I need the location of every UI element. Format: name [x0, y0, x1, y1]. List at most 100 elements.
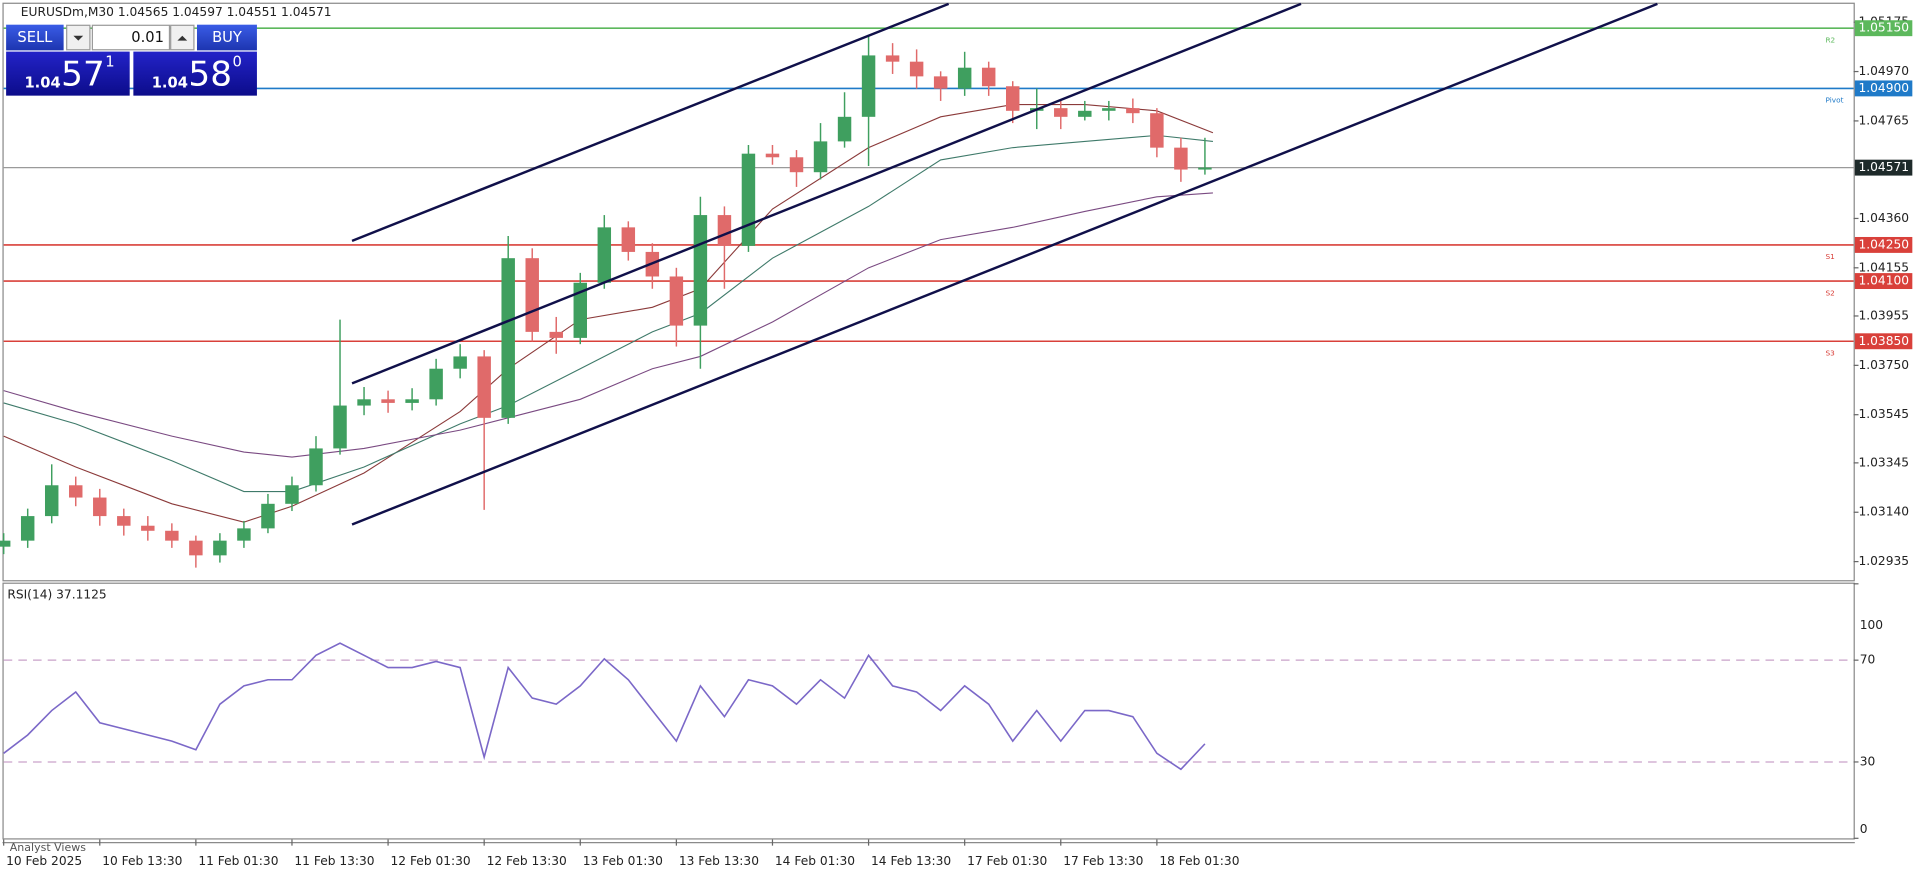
candle-body: [933, 76, 948, 89]
candle-body: [189, 540, 203, 556]
candle-body: [0, 540, 11, 547]
rsi-panel: [2, 582, 1855, 840]
candle-body: [573, 282, 588, 338]
x-tick-label: 10 Feb 2025: [6, 854, 82, 868]
candle-body: [501, 258, 515, 418]
y-tick-label: 1.04970: [1858, 64, 1909, 78]
candle-body: [213, 540, 227, 556]
candle-body: [141, 525, 155, 531]
candle-body: [717, 215, 732, 246]
moving-average: [3, 103, 1214, 523]
candle-body: [285, 485, 299, 504]
rsi-line: [3, 642, 1206, 771]
lot-value: 0.01: [131, 29, 164, 46]
y-tick-label: 1.03955: [1858, 308, 1909, 322]
y-tick-label: 0: [1860, 822, 1868, 836]
candle-body: [1078, 110, 1092, 117]
chart-title: EURUSDm,M30 1.04565 1.04597 1.04551 1.04…: [21, 5, 332, 19]
level-name: S3: [1825, 348, 1835, 357]
candle-body: [237, 528, 251, 541]
level-tag: [1854, 20, 1913, 37]
bid-box[interactable]: [6, 51, 130, 96]
x-tick-label: 11 Feb 01:30: [198, 854, 278, 868]
candle-body: [885, 55, 900, 62]
x-tick-label: 11 Feb 13:30: [294, 854, 374, 868]
candle-body: [741, 153, 756, 246]
candle-body: [381, 399, 395, 403]
y-tick-label: 1.03140: [1858, 505, 1909, 519]
candle-body: [44, 485, 59, 517]
x-tick-label: 12 Feb 13:30: [487, 854, 567, 868]
candle-body: [813, 141, 828, 173]
candle-body: [429, 368, 443, 400]
candle-body: [261, 503, 275, 529]
level-label: 1.04250: [1858, 237, 1909, 251]
y-tick-label: 1.02935: [1858, 554, 1909, 568]
candle-body: [597, 227, 612, 283]
up-arrow: [177, 35, 188, 41]
trade-panel: SELL 0.01 BUY 1.04 57 1 1.04 58 0: [6, 24, 257, 96]
level-label: 1.05150: [1858, 21, 1909, 35]
candle-body: [20, 516, 35, 541]
ask-big: 58: [188, 55, 232, 95]
candle-body: [861, 55, 876, 117]
candle-body: [789, 157, 804, 173]
candle-body: [1174, 147, 1188, 170]
last-price-tag: [1854, 159, 1913, 176]
x-tick-label: 17 Feb 01:30: [967, 854, 1047, 868]
candle-body: [453, 356, 467, 369]
level-name: Pivot: [1825, 96, 1843, 105]
sell-button[interactable]: [6, 24, 64, 51]
candle-body: [1198, 167, 1212, 170]
y-tick-label: 100: [1860, 618, 1883, 632]
x-tick-label: 13 Feb 01:30: [583, 854, 663, 868]
x-tick-label: 10 Feb 13:30: [102, 854, 182, 868]
footer-tab[interactable]: Analyst Views: [10, 841, 86, 854]
ask-prefix: 1.04: [152, 74, 188, 91]
candle-body: [1054, 108, 1068, 117]
trend-line: [351, 2, 1658, 526]
buy-label[interactable]: BUY: [212, 29, 242, 46]
level-name: S1: [1825, 252, 1834, 261]
sell-label[interactable]: SELL: [17, 29, 53, 46]
level-label: 1.04100: [1858, 274, 1909, 288]
lot-input[interactable]: [91, 24, 171, 51]
candle-body: [117, 516, 131, 526]
price-panel: [2, 2, 1855, 582]
y-tick-label: 1.04360: [1858, 211, 1909, 225]
last-price-label: 1.04571: [1858, 160, 1909, 174]
candle-body: [669, 276, 684, 326]
ask-box[interactable]: [133, 51, 257, 96]
candle-body: [1102, 108, 1116, 111]
y-tick-label: 1.03345: [1858, 455, 1909, 469]
x-tick-label: 13 Feb 13:30: [679, 854, 759, 868]
candle-body: [909, 61, 924, 77]
candle-body: [525, 258, 539, 332]
x-tick-label: 18 Feb 01:30: [1159, 854, 1239, 868]
candle-body: [165, 530, 179, 541]
level-tag: [1854, 273, 1913, 290]
candle-body: [1150, 113, 1164, 148]
buy-button[interactable]: [196, 24, 257, 51]
candle-body: [981, 67, 996, 87]
y-tick-label: 1.04765: [1858, 113, 1909, 127]
y-tick-label: 70: [1860, 653, 1876, 667]
candle-body: [621, 227, 636, 252]
bid-big: 57: [61, 55, 105, 95]
candle-body: [333, 405, 347, 449]
candle-body: [405, 399, 419, 403]
x-tick-label: 12 Feb 01:30: [391, 854, 471, 868]
candle-body: [93, 497, 107, 517]
bid-small: 1: [105, 54, 114, 71]
candle-body: [957, 67, 972, 89]
x-tick-label: 14 Feb 13:30: [871, 854, 951, 868]
candle-body: [309, 448, 323, 486]
x-tick-label: 17 Feb 13:30: [1063, 854, 1143, 868]
candle-body: [357, 399, 371, 406]
y-tick-label: 1.04155: [1858, 260, 1909, 274]
candle-body: [765, 153, 780, 158]
candle-body: [549, 331, 563, 338]
candle-body: [1005, 86, 1020, 111]
